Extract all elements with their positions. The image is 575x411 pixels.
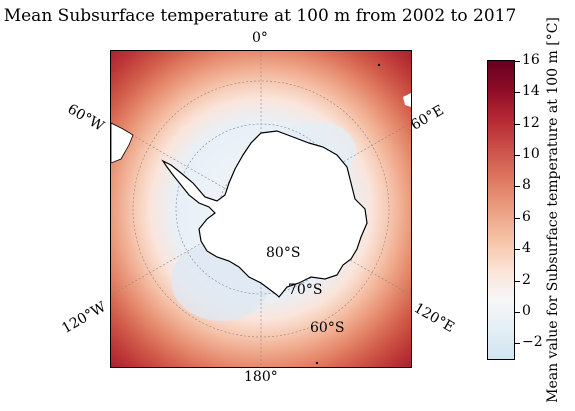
colorbar-tick-mark [515,92,520,94]
island [377,63,381,67]
ice-shelf-patch [403,93,411,107]
colorbar-tick-label: −2 [522,334,543,351]
colorbar-tick-label: 6 [522,208,531,225]
polar-map [110,50,412,368]
map-title: Mean Subsurface temperature at 100 m fro… [3,6,517,26]
colorbar-tick-label: 14 [522,83,540,100]
lat-label-80s: 80°S [266,245,301,261]
colorbar-tick-mark [515,343,520,345]
colorbar-tick-mark [515,155,520,157]
colorbar-gradient [488,61,514,359]
antarctica-landmass [161,130,368,298]
colorbar-tick-label: 4 [522,240,531,257]
lon-label-180: 180° [244,369,278,385]
colorbar-tick-mark [515,311,520,313]
colorbar-tick-label: 0 [522,302,531,319]
lat-label-60s: 60°S [310,320,345,336]
colorbar-tick-label: 16 [522,52,540,68]
colorbar-tick-label: 8 [522,177,531,194]
colorbar-tick-label: 12 [522,114,540,131]
lat-label-70s: 70°S [288,282,323,298]
colorbar-tick-mark [515,249,520,251]
lon-label-60w: 60°W [64,101,107,135]
map-canvas [111,51,411,367]
colorbar [487,60,515,360]
lon-label-120e: 120°E [410,300,458,336]
colorbar-tick-mark [515,186,520,188]
island [315,361,319,365]
colorbar-tick-mark [515,280,520,282]
colorbar-tick-mark [515,61,520,62]
colorbar-tick-label: 2 [522,271,531,288]
lon-label-60e: 60°E [408,102,447,134]
south-america-tip [111,122,134,164]
lon-label-0: 0° [252,30,268,46]
lon-label-120w: 120°W [59,299,109,337]
colorbar-tick-mark [515,123,520,125]
colorbar-tick-mark [515,217,520,219]
colorbar-label: Mean value for Subsurface temperature at… [545,17,561,403]
colorbar-tick-label: 10 [522,146,540,163]
